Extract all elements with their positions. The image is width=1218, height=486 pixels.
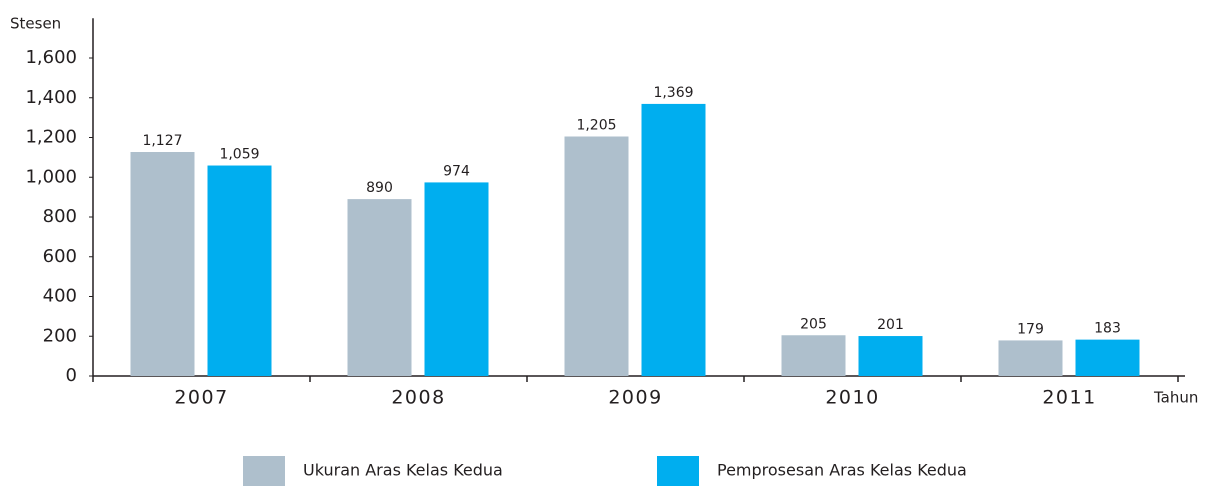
x-tick-label: 2010 [825,387,879,409]
value-label: 1,205 [576,118,616,134]
y-tick-label: 0 [66,365,77,386]
value-label: 1,059 [219,147,259,163]
x-tick-label: 2009 [608,387,662,409]
y-axis-label: Stesen [10,15,61,33]
bar [1075,339,1140,376]
y-tick-label: 600 [43,246,77,267]
bar [858,336,923,376]
value-label: 890 [366,180,393,196]
legend-label: Ukuran Aras Kelas Kedua [303,461,503,480]
y-tick-label: 1,600 [25,47,77,68]
value-label: 179 [1017,321,1044,337]
legend-swatch [657,456,699,486]
y-tick-label: 800 [43,206,77,227]
bar [998,340,1063,376]
value-label: 974 [443,163,470,179]
bar [564,136,629,376]
x-tick-label: 2008 [391,387,445,409]
x-tick-label: 2007 [174,387,228,409]
y-tick-label: 1,000 [25,166,77,187]
bar [207,165,272,376]
y-tick-label: 1,400 [25,87,77,108]
bar [641,103,706,376]
y-tick-label: 400 [43,286,77,307]
value-label: 205 [800,316,827,332]
y-tick-label: 1,200 [25,127,77,148]
bar [130,152,195,376]
value-label: 201 [877,317,904,333]
bar [424,182,489,376]
legend-swatch [243,456,285,486]
y-tick-label: 200 [43,325,77,346]
x-tick-label: 2011 [1042,387,1096,409]
value-label: 1,127 [142,133,182,149]
x-axis-label: Tahun [1153,389,1198,407]
value-label: 183 [1094,321,1121,337]
legend-label: Pemprosesan Aras Kelas Kedua [717,461,967,480]
bar [781,335,846,376]
value-label: 1,369 [653,85,693,101]
bar [347,199,412,376]
